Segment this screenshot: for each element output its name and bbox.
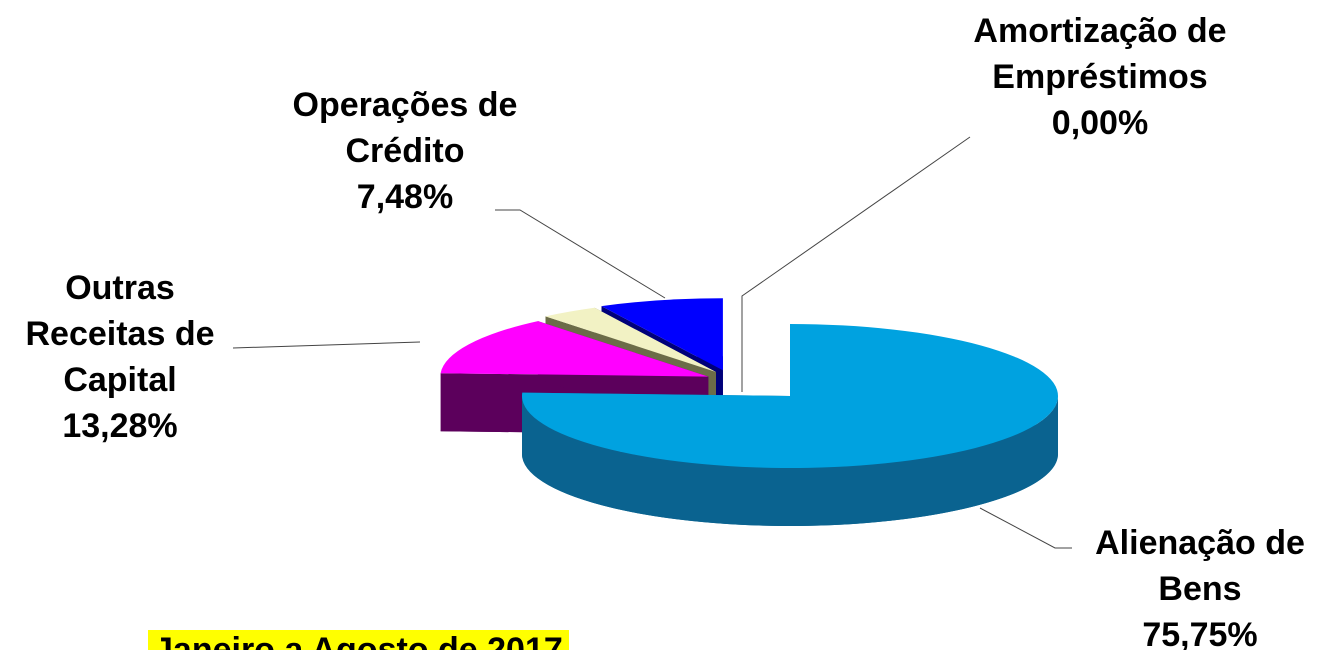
slice-name: Amortização de Empréstimos xyxy=(973,12,1227,96)
slice-name: Outras Receitas de Capital xyxy=(25,269,215,399)
slice-label: Amortização de Empréstimos 0,00% xyxy=(950,8,1250,146)
slice-top xyxy=(601,298,723,371)
slice-label: Outras Receitas de Capital 13,28% xyxy=(0,265,240,449)
leader-line xyxy=(741,136,971,392)
slice-outer-wall xyxy=(522,396,1058,526)
leader-line xyxy=(979,507,1072,549)
slice xyxy=(522,323,1059,526)
slice-name: Alienação de Bens xyxy=(1095,524,1305,608)
period-note: Janeiro a Agosto de 2017 xyxy=(148,630,569,650)
slice-value: 75,75% xyxy=(1142,616,1258,650)
slice-value: 0,00% xyxy=(1051,104,1149,142)
slice-top xyxy=(522,323,1059,468)
slice-value: 7,48% xyxy=(356,178,454,216)
slice-label: Alienação de Bens 75,75% xyxy=(1060,520,1330,650)
slice-label: Operações de Crédito 7,48% xyxy=(250,82,560,220)
slice-top xyxy=(440,321,709,377)
slice-value: 13,28% xyxy=(62,407,178,445)
leader-line xyxy=(495,209,666,299)
slice-name: Operações de Crédito xyxy=(292,86,518,170)
slice-top xyxy=(545,307,716,372)
leader-line xyxy=(232,341,421,349)
leader-lines xyxy=(232,136,1072,549)
